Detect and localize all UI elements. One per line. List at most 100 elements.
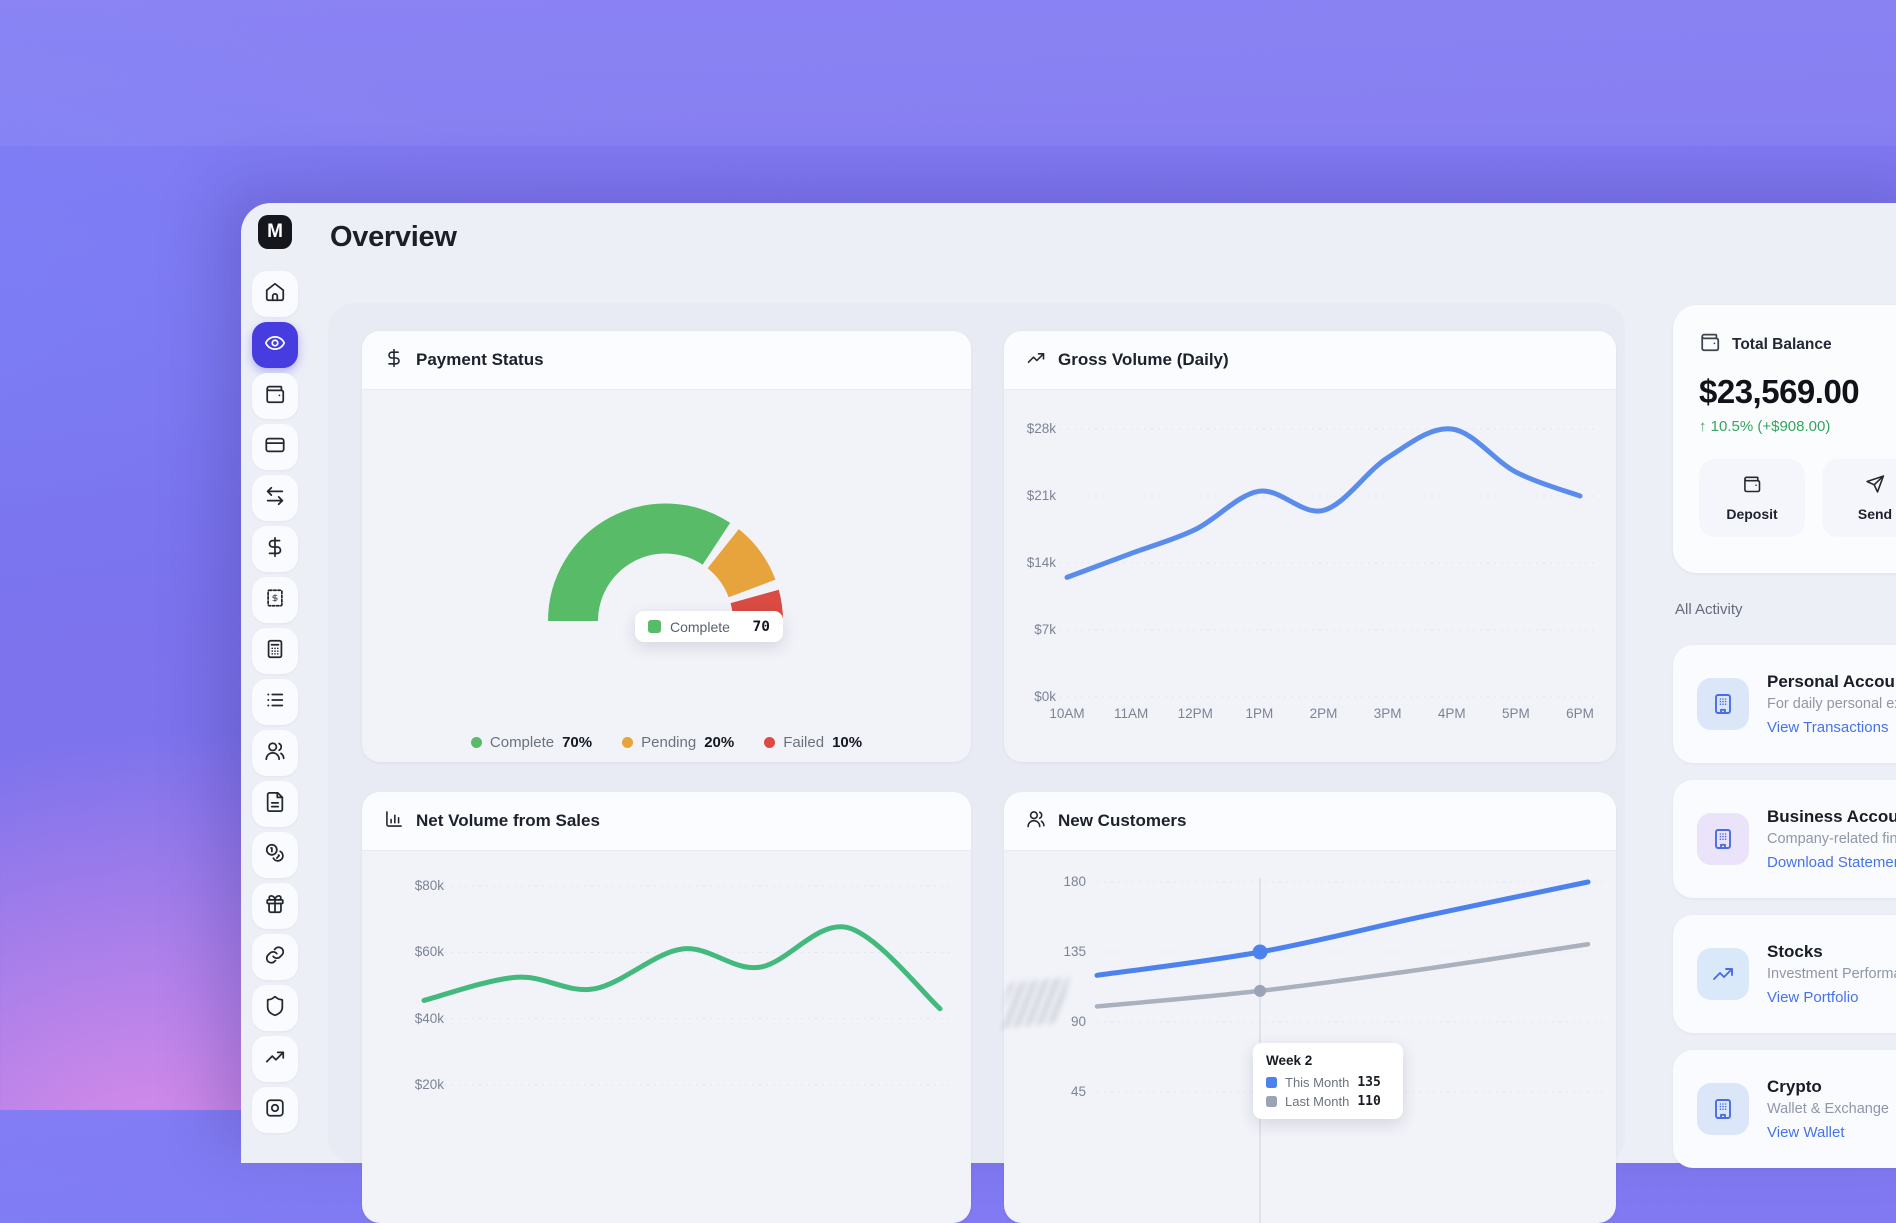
x-axis-label: 4PM (1437, 706, 1466, 721)
activity-link[interactable]: View Portfolio (1767, 989, 1859, 1006)
tooltip-label: Complete (670, 618, 730, 635)
content-area: Payment Status Complete 70 Complete 70% Pe… (328, 303, 1625, 1223)
gift-icon (264, 893, 286, 920)
net-volume-line-chart (421, 885, 952, 1086)
sidebar-item-calculator[interactable] (252, 628, 298, 674)
payment-status-header: Payment Status (362, 331, 971, 390)
net-volume-card: Net Volume from Sales $80k $60k $40k $20k (362, 792, 971, 1223)
activity-title: Personal Account (1767, 672, 1896, 691)
sidebar-item-wallet[interactable] (252, 373, 298, 419)
activity-link[interactable]: View Transactions (1767, 719, 1889, 736)
tooltip-series-label: Last Month (1285, 1094, 1350, 1109)
sidebar-item-trending-up[interactable] (252, 1036, 298, 1082)
users-icon (264, 740, 286, 767)
sidebar-item-dollar[interactable] (252, 526, 298, 572)
background-light-band (0, 0, 1896, 146)
sidebar-item-shield[interactable] (252, 985, 298, 1031)
activity-description: Wallet & Exchange (1767, 1101, 1889, 1117)
y-axis-label: 180 (1063, 873, 1086, 889)
wallet-icon (264, 383, 286, 410)
tooltip-color-swatch (1266, 1096, 1277, 1107)
page-title: Overview (330, 221, 457, 253)
wallet-icon (1699, 331, 1721, 358)
activity-title: Business Account (1767, 807, 1896, 826)
sidebar-item-users[interactable] (252, 730, 298, 776)
sidebar-item-link[interactable] (252, 934, 298, 980)
legend-value: 70% (562, 734, 593, 751)
home-icon (264, 281, 286, 308)
building-icon (1697, 813, 1749, 865)
legend-dot (622, 737, 634, 748)
legend-label: Failed (783, 734, 825, 751)
x-axis-label: 12PM (1177, 706, 1213, 721)
dollar-icon (264, 536, 286, 563)
wallet-icon (1742, 474, 1762, 497)
payment-status-body: Complete 70 Complete 70% Pending 20% Failed 1… (362, 389, 971, 762)
legend-item-pending: Pending 20% (622, 734, 734, 751)
tooltip-color-swatch (648, 620, 661, 633)
x-axis-label: 2PM (1309, 706, 1338, 721)
sidebar-item-credit-card[interactable] (252, 424, 298, 470)
activity-title: Crypto (1767, 1077, 1822, 1096)
activity-link[interactable]: View Wallet (1767, 1124, 1845, 1141)
new-customers-card: New Customers Week 2 This Month 135 Last M… (1004, 792, 1616, 1223)
sidebar-item-home[interactable] (252, 271, 298, 317)
x-axis-label: 11AM (1113, 706, 1149, 721)
legend-value: 20% (704, 734, 735, 751)
new-customers-body: Week 2 This Month 135 Last Month 110 180 135… (1004, 850, 1616, 1223)
activity-item-stocks[interactable]: Stocks Investment Performance View Portfol… (1673, 915, 1896, 1033)
net-volume-body: $80k $60k $40k $20k (362, 850, 971, 1223)
dollar-icon (384, 348, 404, 373)
sidebar-item-list[interactable] (252, 679, 298, 725)
sidebar (252, 271, 298, 1133)
y-axis-label: $7k (1034, 622, 1056, 637)
activity-description: Company-related finances (1767, 831, 1896, 847)
net-volume-title: Net Volume from Sales (416, 811, 600, 830)
activity-title: Stocks (1767, 942, 1823, 961)
activity-list: Personal Account For daily personal expen… (1673, 645, 1896, 1168)
new-customers-header: New Customers (1004, 792, 1616, 851)
balance-actions: Deposit Send (1699, 459, 1896, 537)
activity-item-crypto[interactable]: Crypto Wallet & Exchange View Wallet (1673, 1050, 1896, 1168)
link-icon (264, 944, 286, 971)
x-axis-label: 10AM (1049, 706, 1085, 721)
sidebar-item-vault[interactable] (252, 1087, 298, 1133)
transfers-icon (264, 485, 286, 512)
activity-link[interactable]: Download Statement (1767, 854, 1896, 871)
gross-volume-card: Gross Volume (Daily) $28k $21k $14k $7k $0k 1… (1004, 331, 1616, 762)
shield-icon (264, 995, 286, 1022)
action-label: Deposit (1726, 506, 1778, 522)
activity-item-business-account[interactable]: Business Account Company-related finances… (1673, 780, 1896, 898)
tooltip-value: 70 (752, 618, 770, 635)
total-balance-header: Total Balance (1699, 331, 1896, 358)
coins-icon (264, 842, 286, 869)
week2-tooltip: Week 2 This Month 135 Last Month 110 (1253, 1043, 1403, 1119)
deposit-button[interactable]: Deposit (1699, 459, 1805, 537)
sidebar-item-coins[interactable] (252, 832, 298, 878)
send-button[interactable]: Send (1822, 459, 1896, 537)
chart-column-icon (384, 809, 404, 834)
legend-dot (764, 737, 776, 748)
new-customers-line-chart (1094, 878, 1604, 1223)
payment-status-title: Payment Status (416, 350, 544, 369)
net-volume-header: Net Volume from Sales (362, 792, 971, 851)
building-icon (1697, 1083, 1749, 1135)
sidebar-item-receipt[interactable] (252, 577, 298, 623)
app-logo[interactable]: M (258, 215, 292, 249)
tooltip-series-value: 110 (1357, 1094, 1381, 1109)
y-axis-label: $20k (414, 1077, 444, 1092)
blur-artifact (999, 977, 1069, 1029)
x-axis-label: 5PM (1501, 706, 1530, 721)
new-customers-title: New Customers (1058, 811, 1187, 830)
action-label: Send (1857, 506, 1893, 522)
sidebar-item-document[interactable] (252, 781, 298, 827)
sidebar-item-transfers[interactable] (252, 475, 298, 521)
sidebar-item-eye[interactable] (252, 322, 298, 368)
total-balance-label: Total Balance (1732, 335, 1832, 353)
sidebar-item-gift[interactable] (252, 883, 298, 929)
trending-up-icon (1026, 348, 1046, 373)
y-axis-label: 135 (1063, 944, 1086, 959)
activity-item-personal-account[interactable]: Personal Account For daily personal expen… (1673, 645, 1896, 763)
gross-volume-header: Gross Volume (Daily) (1004, 331, 1616, 390)
y-axis-label: 45 (1070, 1084, 1086, 1099)
